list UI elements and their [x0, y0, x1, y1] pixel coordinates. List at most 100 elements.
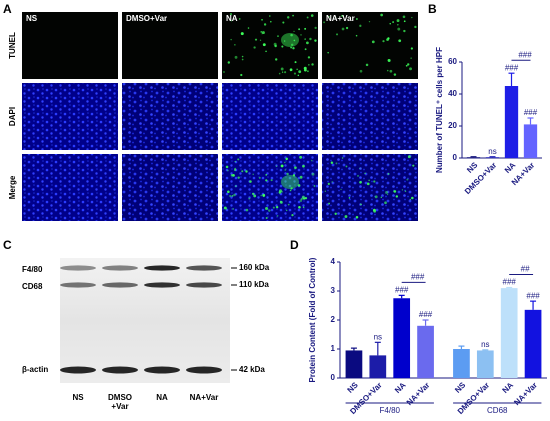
significance-label: ###	[524, 108, 538, 117]
tunel-signal	[245, 170, 248, 173]
tunel-signal	[229, 195, 232, 198]
tunel-signal	[392, 21, 395, 23]
tunel-signal	[269, 15, 271, 17]
tunel-signal	[291, 213, 294, 217]
tunel-signal	[294, 166, 297, 170]
tunel-signal	[293, 30, 295, 32]
bar	[500, 288, 518, 378]
significance-label: ns	[481, 340, 489, 349]
micrograph	[222, 12, 318, 79]
tunel-signal	[387, 193, 389, 196]
panel-letter: C	[3, 238, 12, 252]
bracket-label: ##	[521, 265, 530, 274]
tunel-signal	[306, 16, 309, 19]
significance-label: ###	[419, 310, 433, 319]
blot-band	[102, 366, 138, 374]
row-label: TUNEL	[8, 32, 17, 59]
bar	[504, 86, 519, 158]
tunel-signal	[360, 203, 362, 206]
tunel-signal	[240, 73, 243, 77]
tunel-signal	[341, 27, 345, 31]
significance-label: ns	[488, 147, 496, 156]
panel-letter: D	[290, 238, 299, 252]
tunel-signal	[403, 29, 406, 33]
tunel-signal	[395, 195, 399, 198]
tunel-signal	[292, 46, 295, 50]
column-label: NS	[26, 14, 38, 23]
y-tick-label: 60	[448, 57, 457, 66]
y-tick-label: 2	[331, 315, 336, 324]
tunel-signal	[292, 174, 296, 177]
tunel-signal	[297, 74, 300, 77]
tunel-signal	[323, 21, 326, 24]
tunel-signal	[364, 172, 366, 175]
tunel-signal	[307, 56, 311, 59]
tunel-signal	[371, 40, 375, 44]
blot-band	[144, 265, 180, 271]
tunel-signal	[345, 165, 348, 168]
tunel-signal	[335, 33, 339, 36]
tunel-signal	[355, 34, 358, 37]
tunel-signal	[234, 169, 236, 171]
tunel-signal	[259, 39, 262, 41]
tunel-signal	[407, 155, 411, 159]
tunel-signal	[313, 185, 316, 187]
tunel-signal	[393, 73, 397, 76]
tunel-signal	[306, 70, 309, 73]
tunel-signal	[324, 190, 326, 192]
tunel-signal	[282, 21, 285, 24]
size-label: 160 kDa	[239, 263, 270, 272]
bar	[466, 157, 481, 158]
tunel-signal	[261, 31, 265, 35]
tunel-signal	[311, 63, 314, 66]
tunel-signal	[241, 55, 244, 58]
tunel-signal	[290, 187, 293, 190]
tunel-signal	[398, 39, 402, 43]
tunel-signal	[372, 208, 376, 212]
tunel-signal	[380, 196, 382, 198]
tunel-signal	[252, 173, 254, 175]
tunel-signal	[411, 16, 413, 19]
row-label: DAPI	[8, 107, 17, 126]
significance-label: ###	[503, 278, 517, 287]
tunel-signal	[299, 199, 303, 202]
tunel-signal	[310, 159, 313, 162]
tunel-signal	[230, 174, 233, 177]
x-tick-label: NA	[503, 160, 518, 175]
y-axis-label: Protein Content (Fold of Control)	[308, 257, 317, 382]
tunel-signal	[223, 206, 227, 210]
tunel-signal	[261, 33, 263, 35]
tunel-signal	[405, 64, 408, 67]
tunel-signal	[310, 14, 314, 17]
tunel-signal	[341, 14, 344, 17]
tunel-signal	[272, 206, 275, 209]
tunel-signal	[356, 18, 358, 20]
tunel-signal	[237, 158, 240, 161]
significance-label: ns	[374, 332, 382, 341]
tunel-signal	[270, 179, 273, 182]
micrograph	[122, 12, 218, 79]
row-label: Merge	[8, 175, 17, 199]
tunel-signal	[410, 47, 413, 50]
tunel-signal	[275, 205, 279, 209]
tunel-signal	[414, 25, 417, 29]
tunel-cluster	[281, 175, 299, 189]
lane-label: +Var	[111, 402, 128, 411]
tunel-signal	[240, 32, 244, 36]
tunel-signal	[284, 40, 286, 42]
tunel-signal	[368, 179, 370, 182]
tunel-signal	[389, 69, 393, 73]
tunel-signal	[402, 15, 406, 19]
tunel-signal	[300, 34, 302, 36]
tunel-signal	[227, 61, 231, 64]
blot-band	[60, 265, 96, 271]
tunel-signal	[278, 72, 281, 75]
y-tick-label: 20	[448, 121, 457, 130]
tunel-signal	[265, 179, 268, 182]
tunel-signal	[253, 46, 256, 49]
tunel-signal	[231, 194, 234, 197]
tunel-signal	[299, 175, 303, 179]
bar	[485, 157, 500, 158]
tunel-signal	[234, 185, 237, 188]
